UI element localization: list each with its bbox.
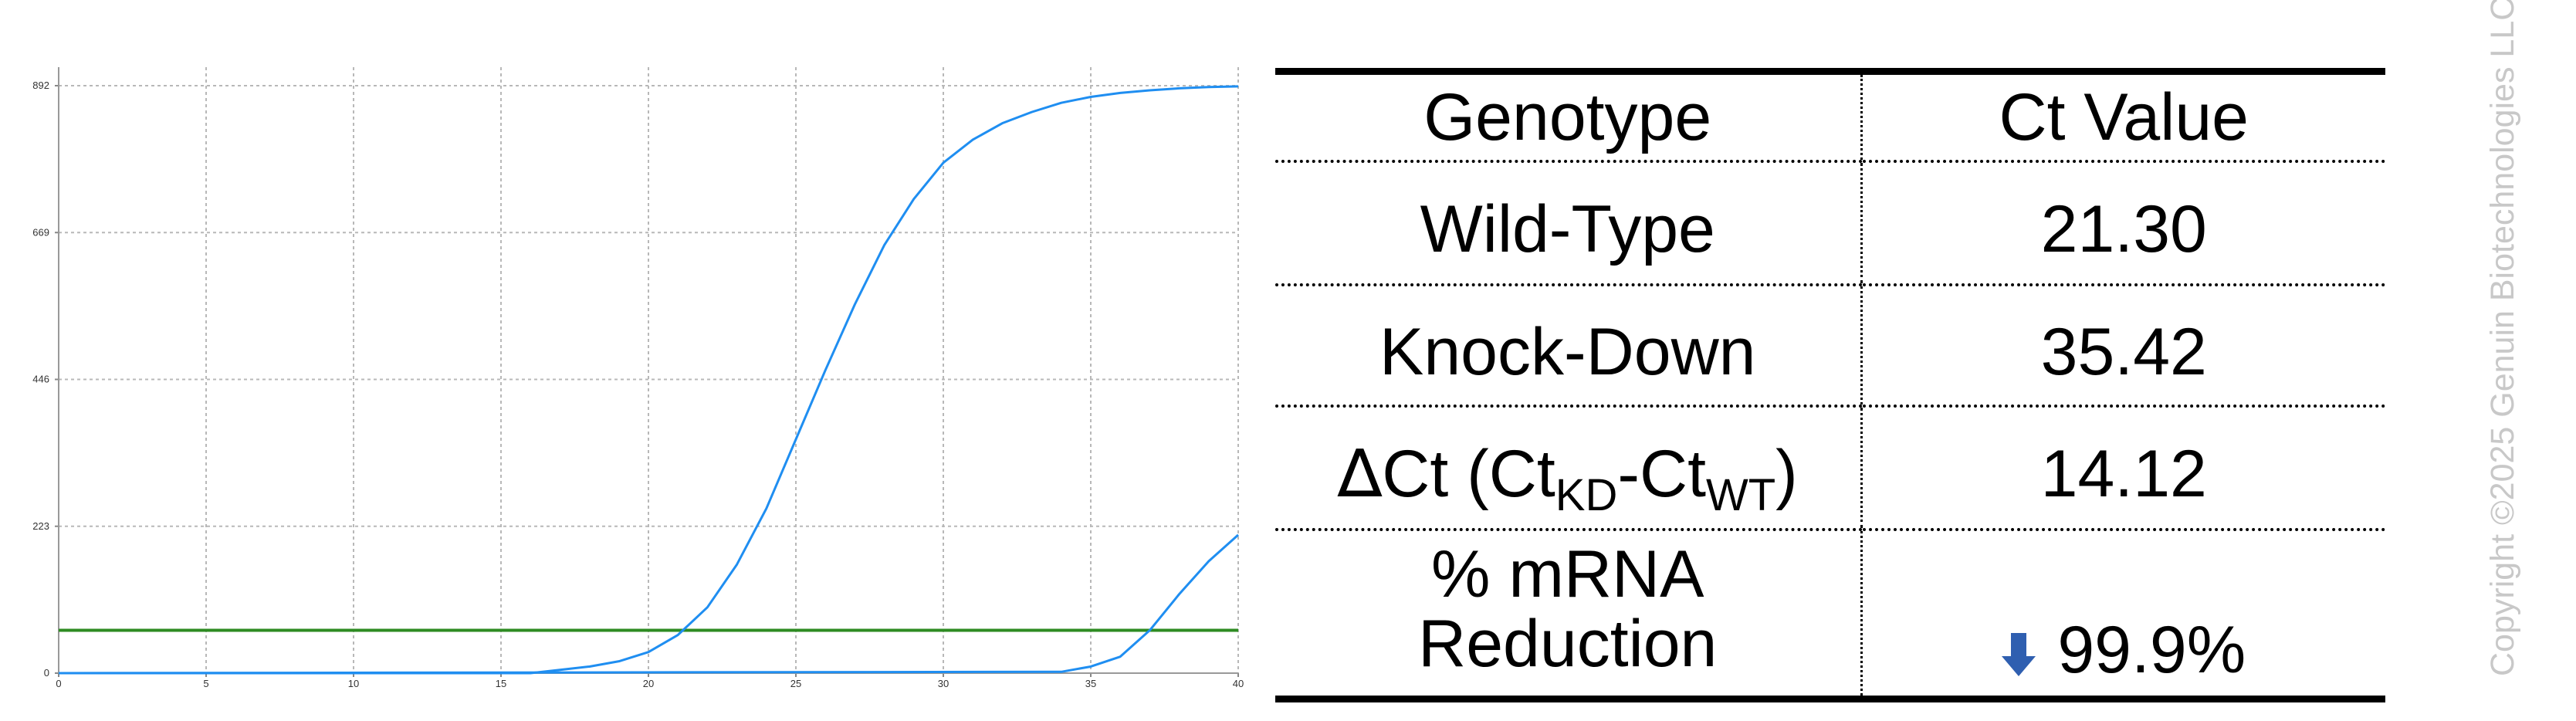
delta-ct-prefix: Ct (Ct [1382, 437, 1555, 512]
x-tick-label: 40 [1233, 678, 1244, 689]
ct-wild-type: 21.30 [1861, 161, 2385, 286]
x-tick-label: 0 [56, 678, 61, 689]
x-tick-label: 30 [938, 678, 949, 689]
x-tick-label: 25 [790, 678, 801, 689]
delta-ct-mid: -Ct [1617, 437, 1706, 512]
genotype-wild-type: Wild-Type [1275, 161, 1863, 286]
x-tick-label: 35 [1085, 678, 1096, 689]
x-tick-label: 15 [496, 678, 506, 689]
table-row-mrna-reduction: % mRNA Reduction 99.9% [1275, 529, 2385, 702]
x-tick-label: 5 [203, 678, 208, 689]
y-tick-label: 446 [32, 374, 49, 385]
chart-grid [59, 67, 1239, 673]
y-tick-label: 669 [32, 226, 49, 238]
down-arrow-icon [2002, 632, 2036, 676]
chart-series [58, 85, 1239, 675]
header-ct-value: Ct Value [1861, 68, 2385, 163]
mrna-reduction-value: 99.9% [2057, 612, 2246, 687]
genotype-knock-down: Knock-Down [1275, 284, 1863, 408]
mrna-reduction-value-cell: 99.9% [1861, 529, 2385, 702]
delta-ct-suffix: ) [1775, 437, 1798, 512]
y-tick-label: 892 [32, 80, 49, 91]
chart-axes [55, 67, 1239, 677]
amplification-chart: 0 5 10 15 20 25 30 35 40 0 223 446 669 892 [32, 67, 1244, 689]
delta-ct-sub-kd: KD [1555, 470, 1618, 521]
table-row-wild-type: Wild-Type 21.30 [1275, 161, 2385, 286]
amplification-curve-knock-down [58, 533, 1239, 675]
y-tick-label: 0 [44, 667, 49, 679]
amplification-curve-wild-type [59, 85, 1239, 675]
table-row-knock-down: Knock-Down 35.42 [1275, 284, 2385, 408]
copyright-notice: Copyright ©2025 Genuin Biotechnologies L… [2484, 0, 2521, 676]
delta-ct-sub-wt: WT [1705, 470, 1776, 521]
table-header-row: Genotype Ct Value [1275, 68, 2385, 163]
ct-knock-down: 35.42 [1861, 284, 2385, 408]
table-row-delta-ct: ∆Ct (CtKD-CtWT) 14.12 [1275, 405, 2385, 531]
delta-ct-label: ∆Ct (CtKD-CtWT) [1275, 405, 1863, 531]
header-genotype: Genotype [1275, 68, 1863, 163]
mrna-reduction-label: % mRNA Reduction [1275, 529, 1863, 702]
y-tick-label: 223 [32, 520, 49, 532]
mrna-reduction-line1: % mRNA [1430, 537, 1704, 611]
ct-value-table: Genotype Ct Value Wild-Type 21.30 Knock-… [1275, 68, 2385, 702]
x-tick-label: 10 [348, 678, 359, 689]
mrna-reduction-line2: Reduction [1418, 607, 1718, 682]
x-tick-label: 20 [643, 678, 654, 689]
chart-tick-labels: 0 5 10 15 20 25 30 35 40 0 223 446 669 892 [32, 80, 1244, 689]
delta-symbol: ∆ [1337, 435, 1383, 513]
ct-delta: 14.12 [1861, 405, 2385, 531]
